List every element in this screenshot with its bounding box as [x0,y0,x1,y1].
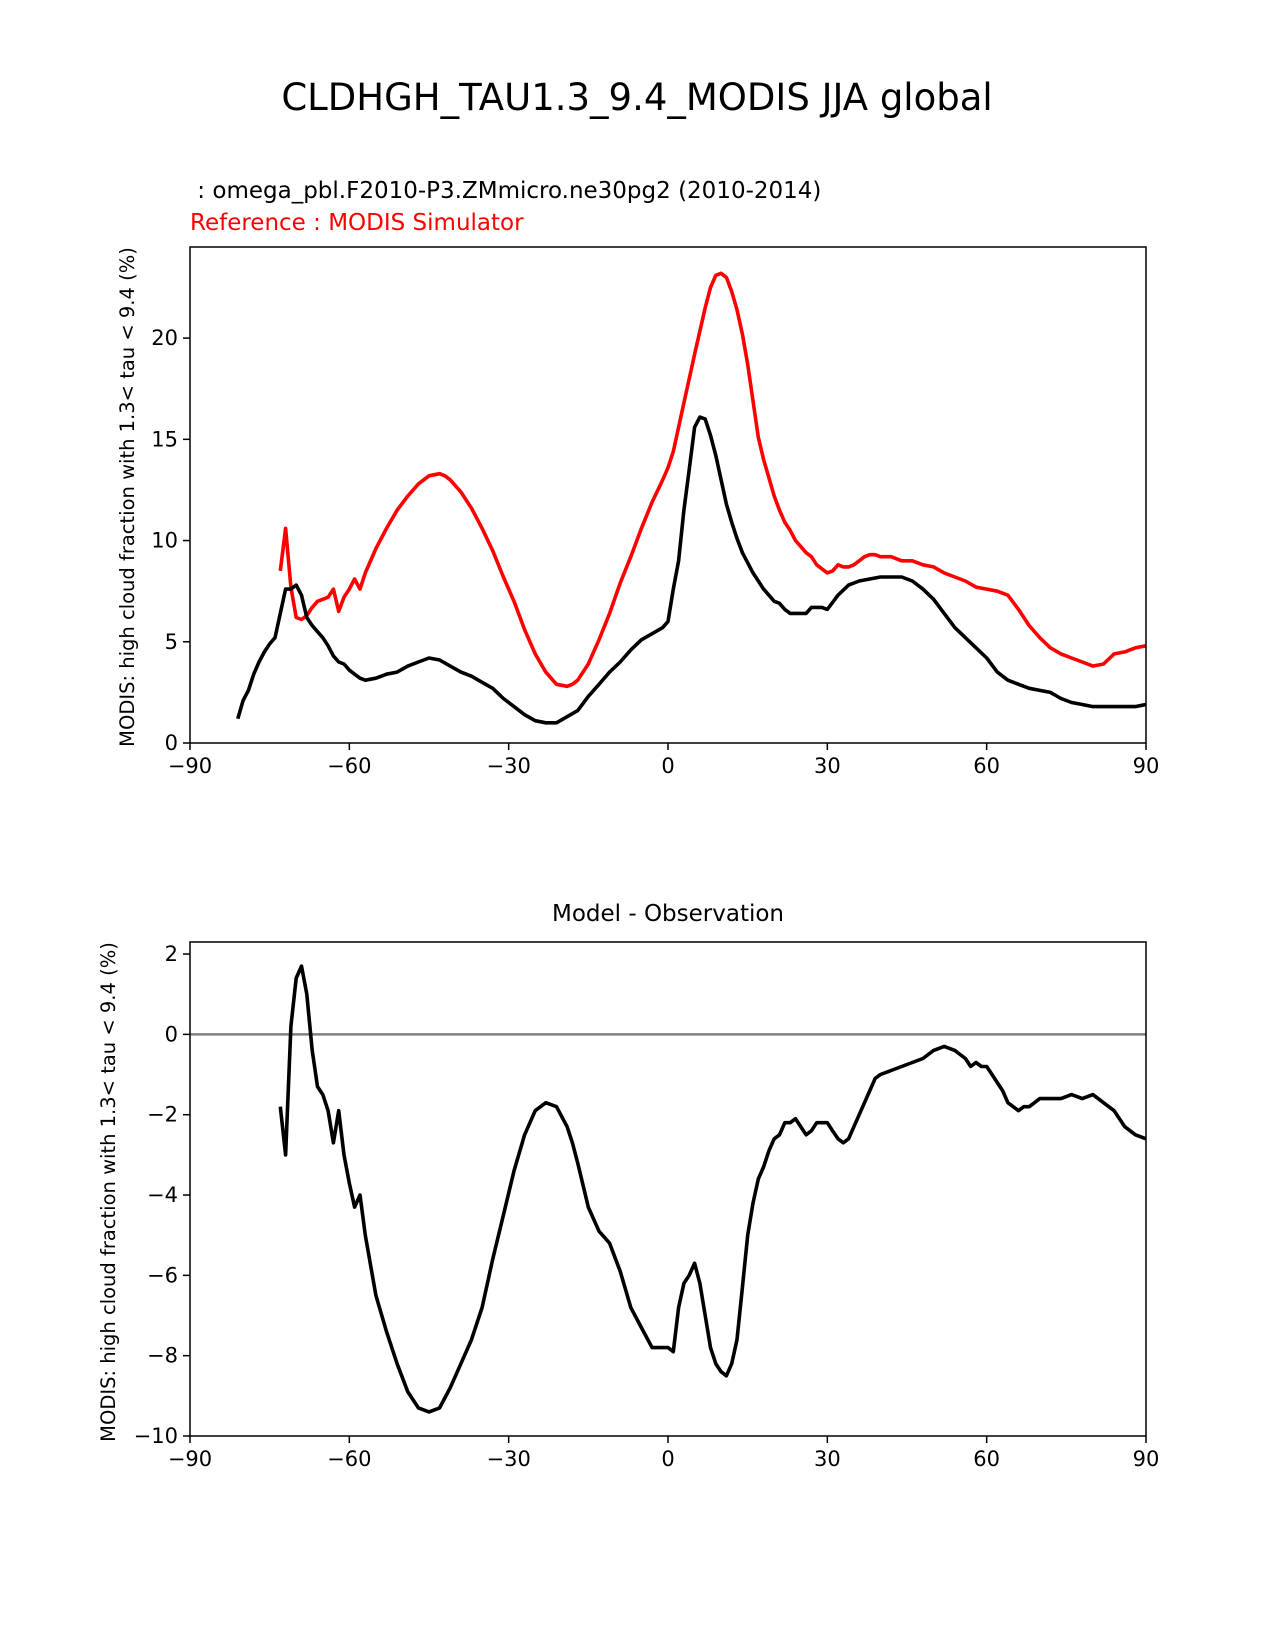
y-tick-label: −8 [147,1344,178,1368]
bottom-axis-ticks: −90 −60 −30 0 30 60 90 −10 −8 −6 −4 −2 0 2 [134,942,1160,1471]
y-tick-label: −10 [134,1424,178,1448]
x-tick-label: −60 [327,754,371,778]
x-tick-label: 30 [814,754,841,778]
y-tick-label: 10 [151,529,178,553]
top-axes-frame [189,246,1147,744]
bottom-title: Model - Observation [552,901,784,927]
y-tick-label: 2 [165,942,178,966]
top-plot-area [236,271,1147,725]
x-tick-label: 60 [973,1447,1000,1471]
bottom-panel: Model - Observation MODIS: high cloud fr… [97,901,1159,1471]
y-tick-label: 0 [165,731,178,755]
top-ylabel: MODIS: high cloud fraction with 1.3< tau… [116,247,139,747]
y-tick-label: 0 [165,1022,178,1046]
y-tick-label: 15 [151,427,178,451]
x-tick-label: 90 [1133,754,1160,778]
y-tick-label: −2 [147,1103,178,1127]
x-tick-label: 0 [661,754,674,778]
top-panel: : omega_pbl.F2010-P3.ZMmicro.ne30pg2 (20… [116,178,1159,778]
bottom-ylabel: MODIS: high cloud fraction with 1.3< tau… [97,942,120,1442]
bottom-axes-frame [189,941,1147,1437]
x-tick-label: −30 [487,754,531,778]
reference-label: Reference : MODIS Simulator [190,210,524,236]
y-tick-label: −6 [147,1263,178,1287]
y-tick-label: 20 [151,326,178,350]
y-tick-label: −4 [147,1183,178,1207]
y-tick-label: 5 [165,630,178,654]
x-tick-label: −90 [168,1447,212,1471]
x-tick-label: 0 [661,1447,674,1471]
x-tick-label: 90 [1133,1447,1160,1471]
x-tick-label: −60 [327,1447,371,1471]
figure-suptitle: CLDHGH_TAU1.3_9.4_MODIS JJA global [281,76,992,119]
top-axis-ticks: −90 −60 −30 0 30 60 90 0 5 10 15 20 [151,326,1159,778]
x-tick-label: 30 [814,1447,841,1471]
x-tick-label: −90 [168,754,212,778]
reference-series-line [278,271,1147,689]
x-tick-label: −30 [487,1447,531,1471]
test-label: : omega_pbl.F2010-P3.ZMmicro.ne30pg2 (20… [190,178,821,204]
difference-series-line [278,964,1147,1414]
model-series-line [236,415,1147,725]
x-tick-label: 60 [973,754,1000,778]
